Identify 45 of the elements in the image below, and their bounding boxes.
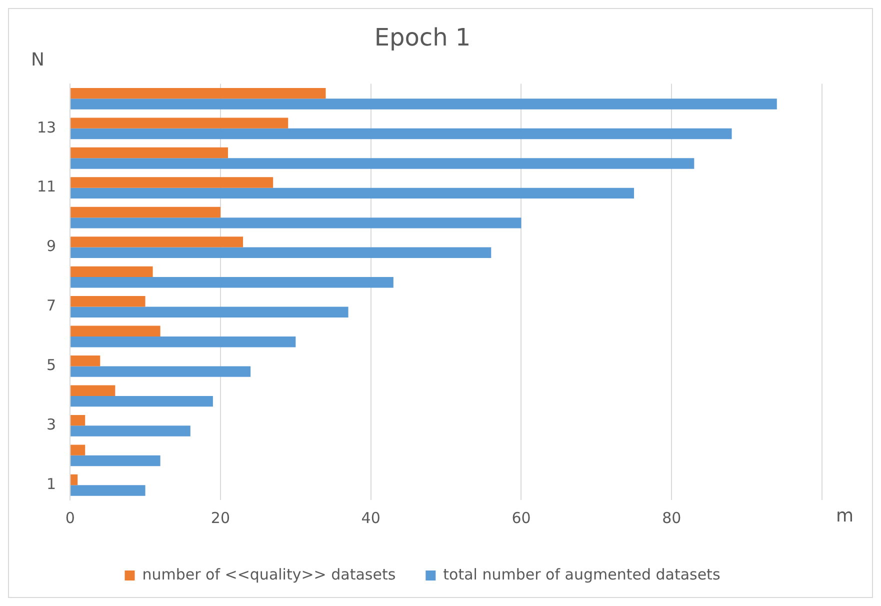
bar [70, 366, 251, 377]
y-tick-label: 9 [46, 237, 56, 256]
y-tick-label: 3 [46, 416, 56, 434]
bar [70, 426, 190, 436]
bar [70, 306, 348, 318]
x-tick-label: 0 [65, 508, 75, 527]
y-axis-title: N [31, 49, 44, 70]
bar [70, 206, 220, 218]
bar [70, 385, 116, 396]
bar [70, 247, 492, 258]
bar [70, 218, 522, 228]
bar [70, 236, 244, 248]
bar [70, 118, 288, 128]
bar [70, 356, 100, 366]
bar [70, 414, 86, 426]
bar [70, 277, 394, 288]
y-tick-label: 11 [36, 178, 56, 196]
legend-label: total number of augmented datasets [443, 565, 720, 584]
bar [70, 98, 777, 110]
chart-title: Epoch 1 [374, 24, 471, 52]
x-tick-label: 80 [662, 508, 682, 527]
bar [70, 88, 326, 99]
x-axis-title: m [836, 506, 854, 527]
legend-label: number of <<quality>> datasets [142, 565, 396, 584]
bar [70, 128, 732, 140]
y-tick-label: 13 [36, 118, 56, 136]
bar [70, 188, 634, 199]
bar [70, 455, 160, 466]
x-tick-label: 20 [210, 508, 230, 527]
bar [70, 474, 78, 486]
bar [70, 158, 694, 169]
bar [70, 326, 160, 336]
bar [70, 266, 153, 278]
y-tick-label: 1 [46, 475, 56, 494]
bar [70, 396, 213, 407]
bar [70, 296, 146, 307]
x-tick-label: 60 [512, 508, 531, 527]
y-tick-label: 7 [46, 296, 56, 315]
bar [70, 485, 146, 496]
bar [70, 147, 228, 158]
bar [70, 444, 86, 456]
bar [70, 177, 274, 188]
x-tick-label: 40 [361, 508, 380, 527]
bar [70, 336, 296, 348]
y-tick-label: 5 [46, 356, 56, 374]
